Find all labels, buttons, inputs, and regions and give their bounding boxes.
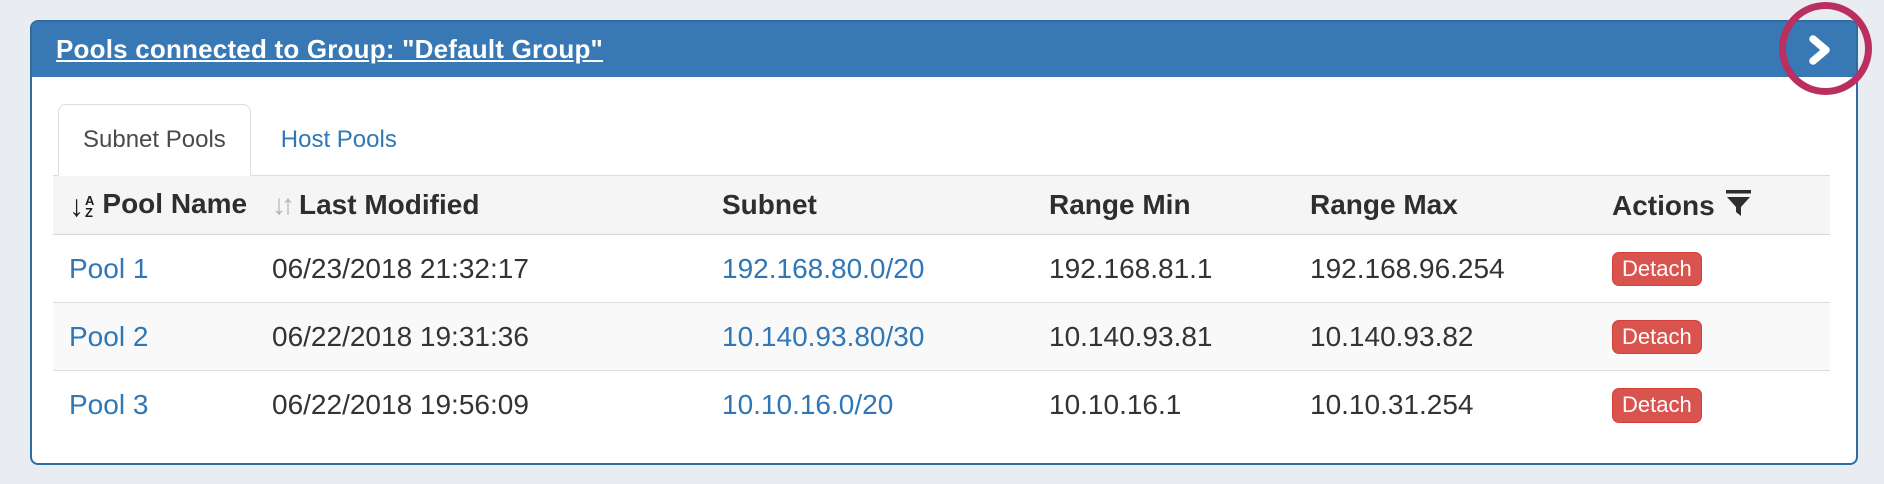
- sort-up-down-icon[interactable]: ↓↑: [272, 189, 295, 220]
- range-max-cell: 10.10.31.254: [1294, 370, 1596, 439]
- column-header-range-max[interactable]: Range Max: [1294, 176, 1596, 235]
- pools-panel: Pools connected to Group: "Default Group…: [30, 20, 1858, 465]
- subnet-link[interactable]: 192.168.80.0/20: [722, 252, 925, 284]
- tab-bar: Subnet Pools Host Pools: [53, 104, 1830, 176]
- detach-button[interactable]: Detach: [1612, 252, 1702, 287]
- tab-host-pools[interactable]: Host Pools: [280, 126, 397, 153]
- column-header-range-min[interactable]: Range Min: [1033, 176, 1294, 235]
- filter-icon[interactable]: [1725, 189, 1752, 217]
- last-modified-cell: 06/22/2018 19:56:09: [256, 370, 706, 439]
- range-min-cell: 192.168.81.1: [1049, 252, 1213, 284]
- actions-cell: Detach: [1596, 302, 1830, 371]
- column-header-last-modified[interactable]: ↓↑ Last Modified: [256, 176, 706, 235]
- sort-letter-a: A: [85, 193, 95, 208]
- column-label-actions: Actions: [1612, 189, 1715, 221]
- column-header-pool-name[interactable]: ↓ A Z Pool Name: [53, 176, 256, 235]
- column-label-last-modified: Last Modified: [299, 189, 480, 220]
- detach-button[interactable]: Detach: [1612, 320, 1702, 355]
- column-label-range-max: Range Max: [1310, 189, 1458, 220]
- range-max-cell: 10.140.93.82: [1294, 302, 1596, 371]
- chevron-right-icon: [1809, 34, 1830, 65]
- last-modified-cell: 06/23/2018 21:32:17: [272, 252, 529, 284]
- pools-table: ↓ A Z Pool Name ↓↑ Last Modified Subnet Rang…: [53, 176, 1830, 439]
- subnet-link[interactable]: 10.140.93.80/30: [722, 320, 925, 352]
- column-header-actions: Actions: [1596, 176, 1830, 235]
- tab-subnet-pools[interactable]: Subnet Pools: [58, 104, 251, 176]
- panel-title-link[interactable]: Pools connected to Group: "Default Group…: [56, 34, 604, 64]
- arrow-down-glyph: ↓: [69, 190, 84, 223]
- column-label-subnet: Subnet: [722, 189, 817, 220]
- table-row: Pool 3 06/22/2018 19:56:09 10.10.16.0/20…: [53, 370, 1830, 439]
- collapse-chevron-button[interactable]: [1806, 34, 1832, 65]
- pool-link[interactable]: Pool 2: [69, 320, 149, 352]
- panel-body: Subnet Pools Host Pools ↓ A Z Pool Name ↓↑ L…: [32, 104, 1856, 439]
- subnet-cell: 192.168.80.0/20: [706, 235, 1033, 303]
- actions-cell: Detach: [1596, 370, 1830, 439]
- pool-name-cell: Pool 2: [53, 302, 256, 371]
- range-min-cell: 10.10.16.1: [1033, 370, 1294, 439]
- actions-cell: Detach: [1596, 235, 1830, 303]
- subnet-link[interactable]: 10.10.16.0/20: [722, 388, 894, 420]
- arrow-down-glyph: ↓: [272, 189, 286, 220]
- sort-letter-z: Z: [85, 205, 93, 220]
- sort-alpha-asc-icon[interactable]: ↓ A Z: [69, 192, 94, 222]
- column-label-range-min: Range Min: [1049, 189, 1191, 220]
- pool-link[interactable]: Pool 3: [69, 388, 149, 420]
- table-row: Pool 2 06/22/2018 19:31:36 10.140.93.80/…: [53, 302, 1830, 371]
- pool-name-cell: Pool 3: [53, 370, 256, 439]
- column-label-pool-name: Pool Name: [102, 188, 248, 219]
- table-row: Pool 1 06/23/2018 21:32:17 192.168.80.0/…: [53, 235, 1830, 303]
- arrow-up-glyph: ↑: [281, 189, 295, 220]
- pool-link[interactable]: Pool 1: [69, 252, 149, 284]
- panel-heading: Pools connected to Group: "Default Group…: [32, 22, 1856, 77]
- table-header-row: ↓ A Z Pool Name ↓↑ Last Modified Subnet Rang…: [53, 176, 1830, 235]
- last-modified-cell: 06/22/2018 19:31:36: [256, 302, 706, 371]
- pool-name-cell: Pool 1: [53, 235, 256, 303]
- range-min-cell: 10.140.93.81: [1033, 302, 1294, 371]
- subnet-cell: 10.140.93.80/30: [706, 302, 1033, 371]
- subnet-cell: 10.10.16.0/20: [706, 370, 1033, 439]
- column-header-subnet[interactable]: Subnet: [706, 176, 1033, 235]
- range-max-cell: 192.168.96.254: [1310, 252, 1505, 284]
- detach-button[interactable]: Detach: [1612, 388, 1702, 423]
